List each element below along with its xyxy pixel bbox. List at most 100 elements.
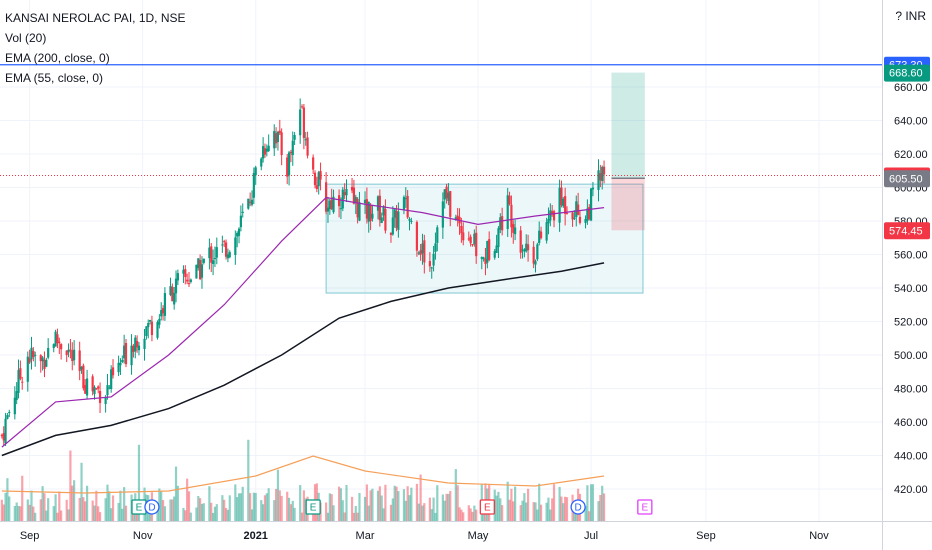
volume-bar (69, 450, 72, 521)
volume-bar (382, 508, 385, 521)
candle-body (163, 293, 167, 316)
volume-bar (173, 496, 176, 521)
candle-body (358, 202, 361, 221)
candle-body (402, 196, 406, 210)
symbol-title[interactable]: KANSAI NEROLAC PAI, 1D, NSE (5, 11, 186, 25)
candle-body (143, 338, 146, 349)
volume-bar (560, 496, 563, 521)
event-letter: E (310, 503, 317, 514)
volume-bar (545, 502, 548, 521)
candle-body (469, 236, 472, 244)
candle-body (58, 341, 61, 344)
candle-body (571, 212, 574, 220)
volume-bar (110, 508, 113, 521)
candle-body (545, 222, 548, 241)
candle-body (117, 362, 120, 373)
candle-body (508, 195, 511, 205)
volume-bar (332, 505, 335, 521)
event-marker: E (637, 499, 653, 515)
candle-body (111, 367, 115, 376)
time-axis[interactable]: Sep Nov 2021 Mar May Jul Sep Nov (20, 530, 829, 542)
volume-bar (80, 462, 83, 521)
candle-body (443, 189, 446, 200)
dividend-icon (570, 499, 586, 515)
candle-body (158, 318, 161, 325)
candle-body (406, 195, 409, 218)
volume-bar (601, 485, 604, 521)
y-tick-label: 520.00 (894, 317, 928, 329)
volume-bar (454, 469, 457, 521)
volume-bar (211, 512, 215, 521)
candle-body (552, 211, 556, 221)
candle-body (558, 187, 561, 223)
volume-bar (263, 495, 267, 521)
volume-bar (252, 492, 255, 521)
volume-bar (402, 489, 406, 521)
volume-bar (591, 484, 595, 521)
volume-bar (124, 505, 128, 521)
volume-bar (98, 512, 102, 521)
volume-bar (408, 495, 411, 521)
candle-body (365, 199, 368, 219)
volume-bar (106, 484, 109, 521)
candle-body (356, 198, 359, 218)
candle-body (315, 185, 318, 189)
candle-body (519, 230, 522, 253)
candle-body (497, 228, 500, 248)
volume-bar (247, 439, 250, 521)
candle-body (428, 261, 431, 267)
position-loss-zone (611, 178, 645, 231)
volume-bar (41, 486, 44, 521)
x-tick-label: Nov (809, 530, 829, 542)
candle-body (6, 415, 9, 419)
volume-bar (2, 504, 5, 521)
currency-label[interactable]: ? INR (895, 9, 926, 23)
candle-body (82, 365, 85, 389)
candle-body (134, 337, 137, 352)
candle-body (124, 342, 128, 365)
volume-bar (565, 497, 569, 521)
volume-bar (208, 486, 211, 521)
event-letter: D (148, 503, 155, 514)
volume-bar (325, 502, 328, 521)
volume-bar (184, 510, 187, 521)
volume-bar (250, 509, 254, 521)
legend-ema-200[interactable]: EMA (200, close, 0) (5, 51, 110, 65)
candle-body (391, 217, 394, 235)
volume-bar (91, 500, 94, 521)
volume-bar (456, 485, 459, 521)
volume-bar (8, 496, 11, 521)
volume-ma-line (1, 455, 605, 494)
candle-body (247, 198, 250, 209)
drawing-overlays[interactable] (0, 64, 882, 294)
candles (0, 98, 606, 447)
legend-ema-55[interactable]: EMA (55, close, 0) (5, 71, 104, 85)
volume-bar (558, 486, 561, 521)
candle-body (597, 170, 600, 190)
volume-bar (189, 512, 192, 521)
volume-bar (352, 512, 356, 521)
candle-body (32, 350, 35, 358)
volume-bar (176, 485, 179, 521)
price-axis[interactable]: 420.00 440.00 460.00 480.00 500.00 520.00 540.… (894, 82, 928, 496)
volume-bar (525, 502, 528, 521)
candle-body (454, 217, 457, 220)
volume-bar (378, 486, 381, 521)
x-tick-label: Sep (696, 530, 716, 542)
volume-bar (43, 493, 46, 521)
volume-bar (221, 495, 224, 521)
volume-bar (187, 491, 191, 521)
volume-bar (56, 512, 59, 521)
candle-body (224, 242, 228, 257)
volume-bar (369, 490, 372, 521)
volume-bar (326, 512, 330, 521)
candle-body (289, 152, 293, 154)
y-tick-label: 500.00 (894, 350, 928, 362)
candle-body (34, 354, 37, 356)
legend-volume[interactable]: Vol (20) (5, 31, 47, 45)
volume-bar (265, 493, 268, 521)
volume-bar (202, 503, 205, 521)
